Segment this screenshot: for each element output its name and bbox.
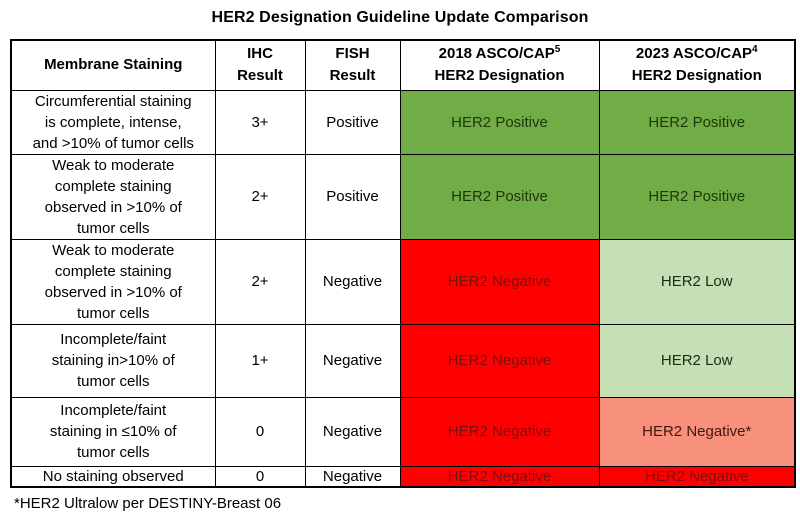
header-membrane-staining: Membrane Staining bbox=[10, 39, 216, 91]
membrane-staining-cell: Incomplete/faint staining in>10% of tumo… bbox=[10, 323, 216, 398]
ihc-result-cell: 0 bbox=[214, 396, 306, 467]
footnote: *HER2 Ultralow per DESTINY-Breast 06 bbox=[14, 495, 282, 512]
ihc-result-cell: 3+ bbox=[214, 89, 306, 155]
membrane-staining-cell: Weak to moderate complete staining obser… bbox=[10, 238, 216, 325]
ihc-result-cell: 1+ bbox=[214, 323, 306, 398]
ihc-result-cell: 0 bbox=[214, 465, 306, 488]
membrane-staining-cell: Weak to moderate complete staining obser… bbox=[10, 153, 216, 240]
fish-result-cell: Negative bbox=[304, 323, 401, 398]
designation-2023-cell: HER2 Low bbox=[598, 238, 796, 325]
designation-2018-cell: HER2 Positive bbox=[399, 153, 600, 240]
designation-2023-cell: HER2 Positive bbox=[598, 153, 796, 240]
designation-2018-cell: HER2 Negative bbox=[399, 396, 600, 467]
ihc-result-cell: 2+ bbox=[214, 238, 306, 325]
header-2018-designation: 2018 ASCO/CAP5 HER2 Designation bbox=[399, 39, 600, 91]
designation-2023-cell: HER2 Low bbox=[598, 323, 796, 398]
fish-result-cell: Positive bbox=[304, 153, 401, 240]
fish-result-cell: Negative bbox=[304, 396, 401, 467]
membrane-staining-cell: Incomplete/faint staining in ≤10% of tum… bbox=[10, 396, 216, 467]
header-fish-result: FISH Result bbox=[304, 39, 401, 91]
designation-2023-cell: HER2 Negative bbox=[598, 465, 796, 488]
designation-2018-cell: HER2 Positive bbox=[399, 89, 600, 155]
page-title: HER2 Designation Guideline Update Compar… bbox=[211, 9, 589, 26]
fish-result-cell: Negative bbox=[304, 465, 401, 488]
header-ihc-result: IHC Result bbox=[214, 39, 306, 91]
header-2018-line2: HER2 Designation bbox=[434, 67, 565, 85]
ihc-result-cell: 2+ bbox=[214, 153, 306, 240]
table-row: Incomplete/faint staining in ≤10% of tum… bbox=[10, 396, 796, 467]
table-row: Weak to moderate complete staining obser… bbox=[10, 238, 796, 325]
table-row: Circumferential staining is complete, in… bbox=[10, 89, 796, 155]
reference-superscript-5: 5 bbox=[554, 44, 561, 56]
table-row: No staining observed 0 Negative HER2 Neg… bbox=[10, 465, 796, 488]
membrane-staining-cell: Circumferential staining is complete, in… bbox=[10, 89, 216, 155]
header-2018-line1: 2018 ASCO/CAP bbox=[438, 45, 555, 63]
header-2023-line1: 2023 ASCO/CAP bbox=[635, 45, 753, 63]
designation-2018-cell: HER2 Negative bbox=[399, 323, 600, 398]
her2-comparison-table: Membrane Staining IHC Result FISH Result… bbox=[10, 39, 796, 488]
table-row: Weak to moderate complete staining obser… bbox=[10, 153, 796, 240]
header-row: Membrane Staining IHC Result FISH Result… bbox=[10, 39, 796, 91]
membrane-staining-cell: No staining observed bbox=[10, 465, 216, 488]
header-2023-designation: 2023 ASCO/CAP4 HER2 Designation bbox=[598, 39, 796, 91]
designation-2023-cell: HER2 Positive bbox=[598, 89, 796, 155]
fish-result-cell: Positive bbox=[304, 89, 401, 155]
designation-2018-cell: HER2 Negative bbox=[399, 465, 600, 488]
header-2023-line2: HER2 Designation bbox=[631, 67, 762, 85]
table-row: Incomplete/faint staining in>10% of tumo… bbox=[10, 323, 796, 398]
designation-2018-cell: HER2 Negative bbox=[399, 238, 600, 325]
reference-superscript-4: 4 bbox=[752, 44, 758, 56]
designation-2023-cell: HER2 Negative* bbox=[598, 396, 796, 467]
fish-result-cell: Negative bbox=[304, 238, 401, 325]
